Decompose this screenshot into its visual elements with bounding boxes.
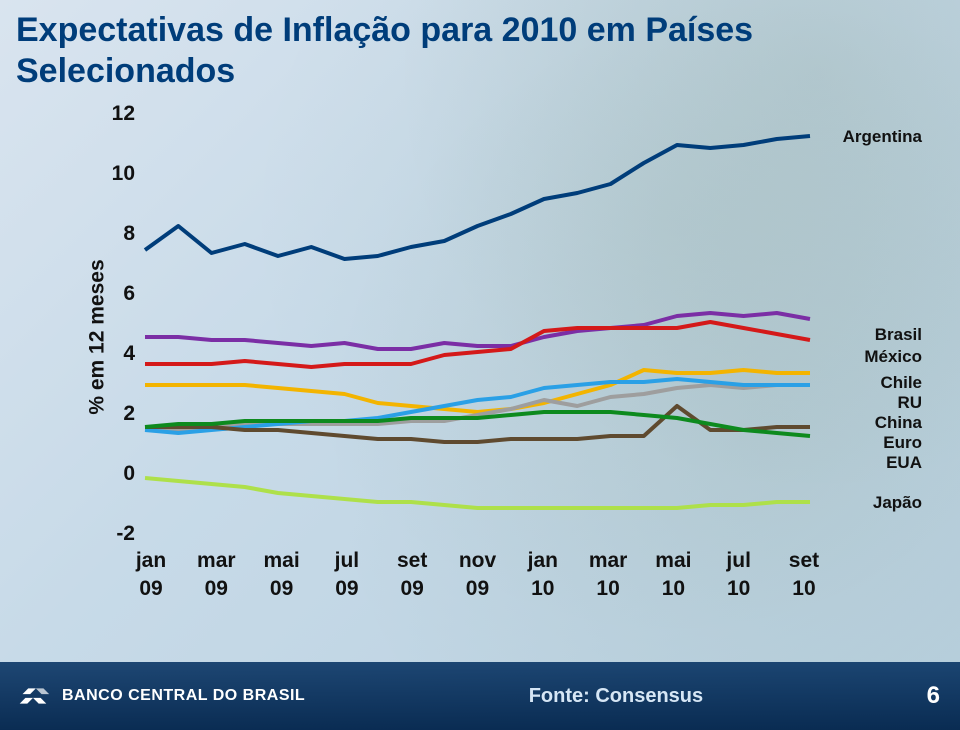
legend-ru: RU	[897, 393, 922, 413]
x-tick-month: jan	[519, 549, 567, 573]
legend-japão: Japão	[873, 493, 922, 513]
x-tick-month: set	[780, 549, 828, 573]
legend-euro: Euro	[883, 433, 922, 453]
source-text: Fonte: Consensus	[529, 685, 703, 708]
legend-china: China	[875, 413, 922, 433]
x-axis-labels-year: 09 09 09 09 09 09 10 10 10 10 10	[127, 577, 828, 601]
x-tick-year: 10	[780, 577, 828, 601]
inflation-chart: % em 12 meses -2024681012 ArgentinaBrasi…	[30, 115, 930, 635]
x-tick-month: mai	[258, 549, 306, 573]
x-tick-month: nov	[453, 549, 501, 573]
page-title: Expectativas de Inflação para 2010 em Pa…	[16, 10, 940, 92]
bcb-logo: BANCO CENTRAL DO BRASIL	[14, 677, 305, 715]
x-tick-year: 10	[715, 577, 763, 601]
x-tick-month: mar	[584, 549, 632, 573]
legend-méxico: México	[864, 347, 922, 367]
x-tick-year: 09	[453, 577, 501, 601]
x-tick-year: 09	[127, 577, 175, 601]
x-tick-month: set	[388, 549, 436, 573]
legend-chile: Chile	[880, 373, 922, 393]
x-axis-labels-month: janmarmaijulsetnovjanmarmaijulset	[127, 549, 828, 573]
x-tick-month: mar	[192, 549, 240, 573]
x-tick-month: jan	[127, 549, 175, 573]
x-tick-month: jul	[323, 549, 371, 573]
x-tick-year: 10	[649, 577, 697, 601]
x-tick-month: jul	[715, 549, 763, 573]
bcb-logo-text: BANCO CENTRAL DO BRASIL	[62, 687, 305, 705]
x-tick-year: 09	[323, 577, 371, 601]
x-tick-year: 10	[519, 577, 567, 601]
x-tick-year: 09	[192, 577, 240, 601]
series-japão	[145, 478, 810, 508]
bcb-logo-icon	[14, 677, 52, 715]
series-argentina	[145, 136, 810, 259]
page-number: 6	[927, 682, 940, 710]
x-tick-year: 09	[388, 577, 436, 601]
legend-argentina: Argentina	[843, 127, 922, 147]
x-tick-year: 09	[258, 577, 306, 601]
series-chile	[145, 370, 810, 412]
legend-eua: EUA	[886, 453, 922, 473]
slide: Expectativas de Inflação para 2010 em Pa…	[0, 0, 960, 730]
x-tick-month: mai	[649, 549, 697, 573]
series-brasil	[145, 313, 810, 349]
slide-footer: BANCO CENTRAL DO BRASIL Fonte: Consensus…	[0, 662, 960, 730]
x-tick-year: 10	[584, 577, 632, 601]
legend-brasil: Brasil	[875, 325, 922, 345]
